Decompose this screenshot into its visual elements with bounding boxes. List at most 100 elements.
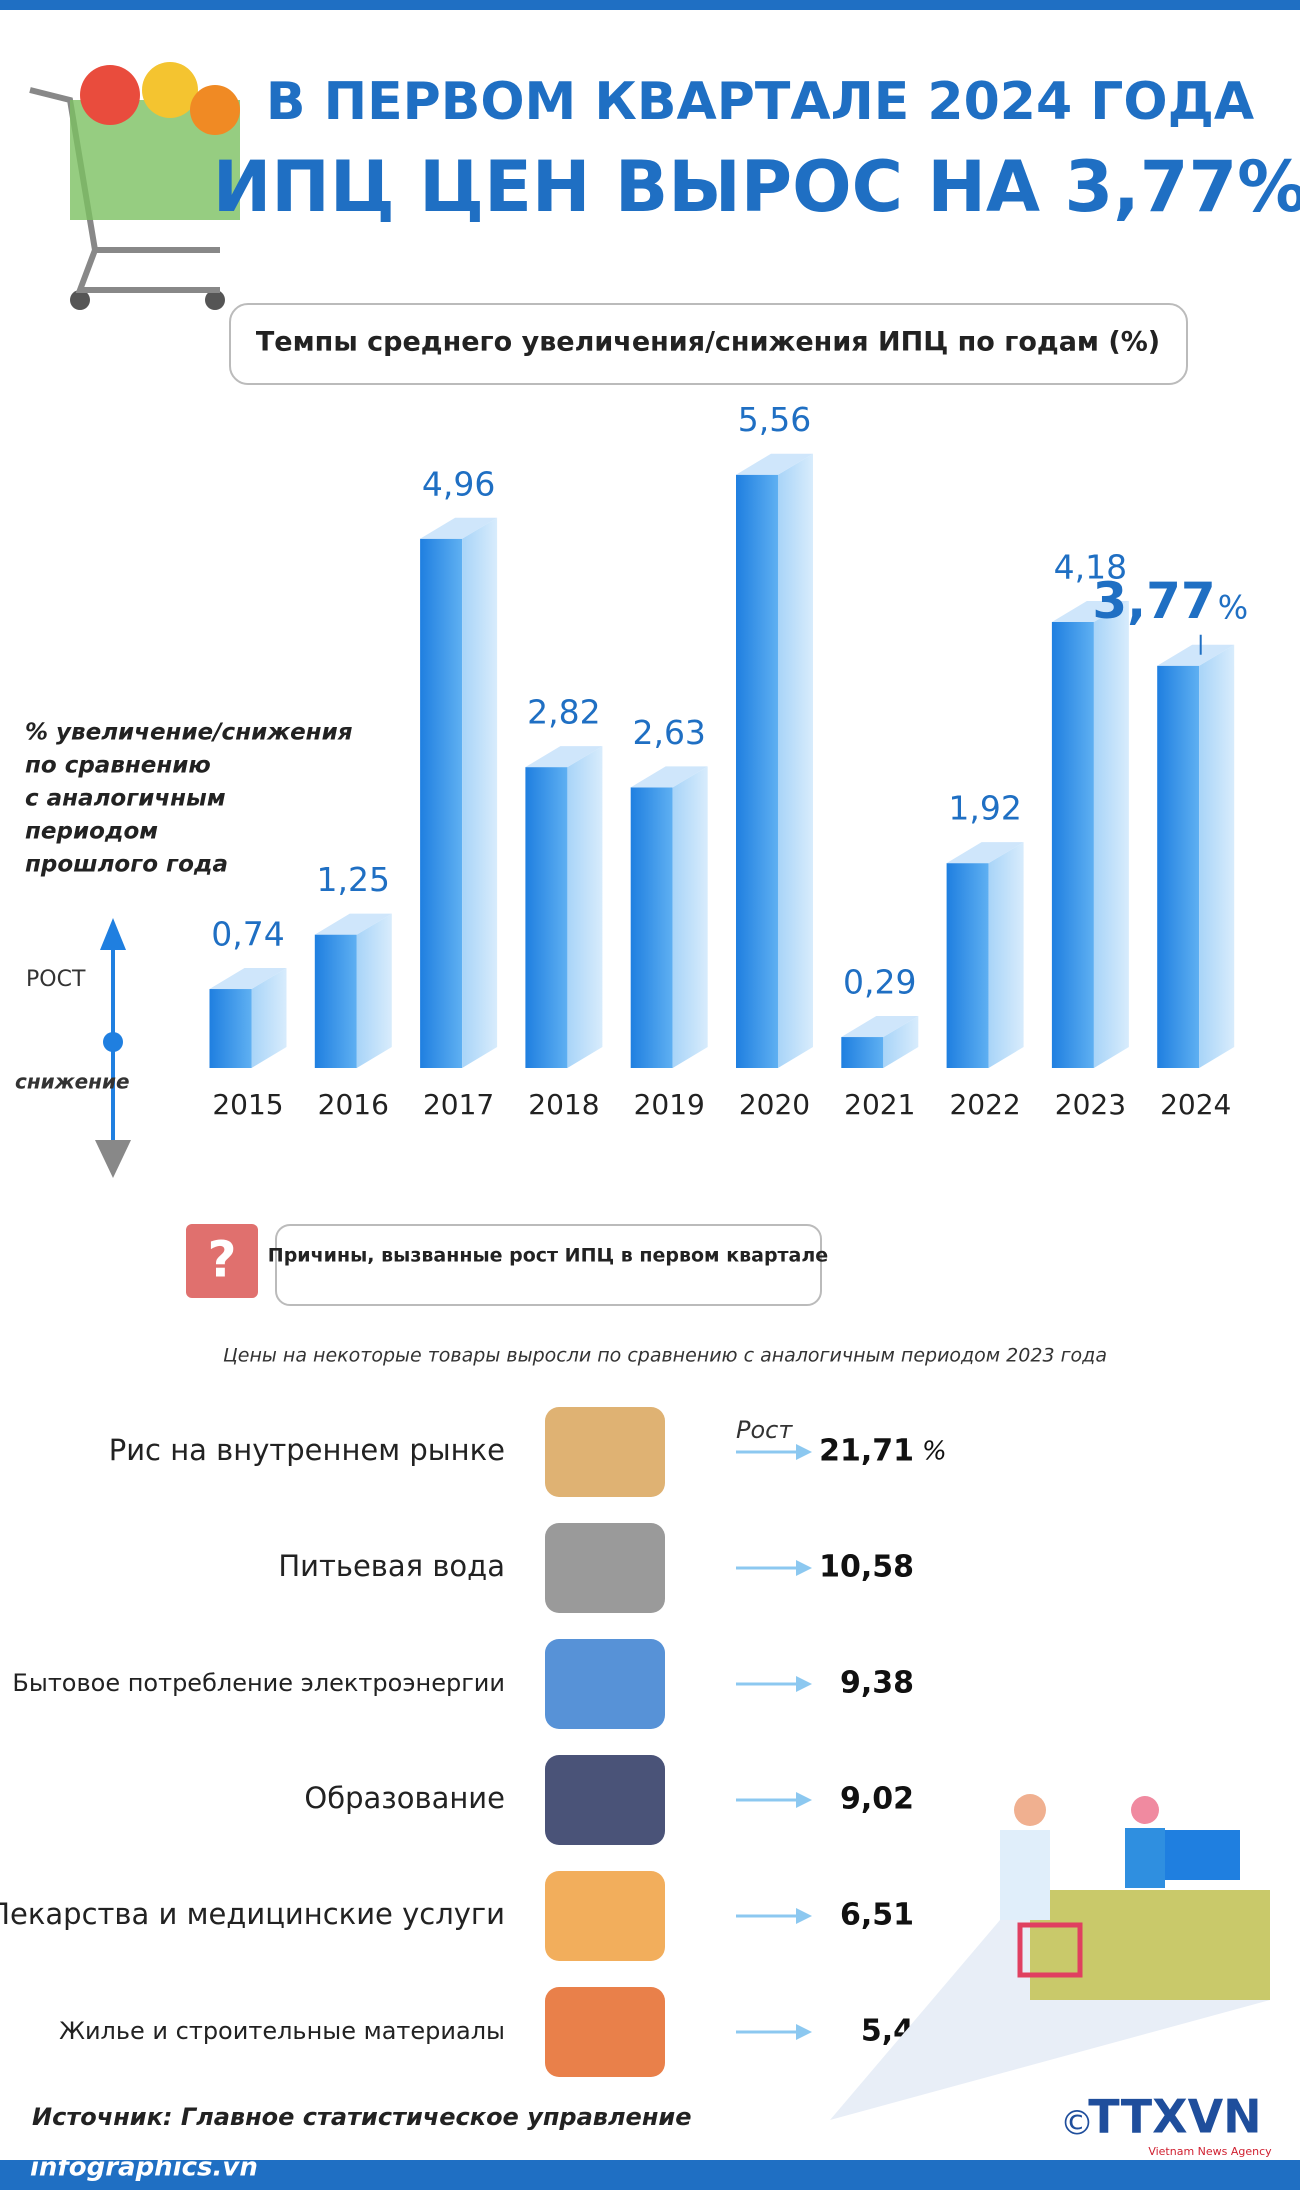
x-tick-label: 2024 — [1160, 1088, 1231, 1121]
bar-side — [567, 746, 603, 1068]
bar-side — [356, 913, 392, 1068]
row-value: 10,58 — [819, 1550, 914, 1585]
bar — [1157, 665, 1200, 1068]
bar-top — [630, 766, 708, 788]
bar-side — [251, 968, 287, 1068]
bar — [841, 1037, 884, 1068]
bar — [946, 863, 989, 1068]
bar — [525, 767, 568, 1068]
top-band — [0, 0, 1300, 10]
axis-note-line: с аналогичным — [25, 786, 226, 812]
reasons-note: Цены на некоторые товары выросли по срав… — [223, 1345, 1107, 1367]
title-line1: В ПЕРВОМ КВАРТАЛЕ 2024 ГОДА — [266, 72, 1254, 132]
bar — [736, 474, 778, 1068]
x-tick-label: 2016 — [318, 1088, 389, 1121]
row-value: 21,71 — [819, 1434, 914, 1469]
bar — [1051, 621, 1094, 1068]
bar — [630, 787, 673, 1068]
bar-top — [420, 517, 498, 539]
value-unit: % — [1218, 589, 1248, 627]
down-label: снижение — [15, 1070, 130, 1094]
axis-note-line: прошлого года — [25, 852, 228, 878]
row-value: 9,02 — [840, 1782, 914, 1817]
row-icon — [545, 1755, 665, 1845]
x-tick-label: 2020 — [739, 1088, 810, 1121]
shop-illustration — [830, 1794, 1270, 2120]
row-label: Лекарства и медицинские услуги — [0, 1897, 505, 1931]
value-label: 5,56 — [738, 400, 811, 439]
row-arrowhead — [796, 1676, 812, 1692]
bar-side — [1093, 600, 1129, 1068]
row-arrowhead — [796, 2024, 812, 2040]
subtitle-box — [229, 303, 1188, 385]
x-tick-label: 2018 — [528, 1088, 599, 1121]
agency: Vietnam News Agency — [1148, 2145, 1272, 2158]
bar-top — [525, 746, 603, 768]
bar-side — [462, 517, 498, 1068]
bar-side — [883, 1016, 919, 1068]
value-label: 0,29 — [843, 963, 916, 1002]
up-arrow — [100, 918, 126, 950]
value-label: 4,96 — [422, 464, 495, 503]
bar — [209, 989, 252, 1068]
row-value: 6,51 — [840, 1898, 914, 1933]
cart-icon — [29, 62, 240, 310]
x-tick-label: 2015 — [212, 1088, 283, 1121]
site: infographics.vn — [30, 2153, 258, 2183]
bar-top — [841, 1016, 919, 1038]
row-arrowhead — [796, 1444, 812, 1460]
down-arrow — [95, 1140, 131, 1178]
value-label: 2,63 — [632, 713, 705, 752]
bar-top — [946, 842, 1024, 864]
row-arrowhead — [796, 1560, 812, 1576]
x-tick-label: 2019 — [634, 1088, 705, 1121]
question-icon: ? — [186, 1224, 258, 1298]
axis-note-line: периодом — [25, 819, 158, 845]
row-arrowhead — [796, 1792, 812, 1808]
row-label: Жилье и строительные материалы — [59, 2017, 505, 2045]
row-icon — [545, 1871, 665, 1961]
row-label: Образование — [304, 1781, 505, 1815]
value-label: 2,82 — [527, 693, 600, 732]
value-label: 3,77 — [1092, 572, 1215, 630]
bar-top — [1051, 600, 1129, 622]
bar-side — [1199, 644, 1235, 1068]
row-icon — [545, 1523, 665, 1613]
row-icon — [545, 1639, 665, 1729]
row-label: Рис на внутреннем рынке — [109, 1433, 505, 1467]
bar — [420, 538, 463, 1068]
bar-side — [672, 766, 708, 1068]
axis-note-line: % увеличение/снижения — [25, 720, 353, 746]
bar-side — [988, 842, 1024, 1068]
chart-title: Темпы среднего увеличения/снижения ИПЦ п… — [256, 327, 1160, 358]
axis-note-line: по сравнению — [25, 753, 211, 779]
x-tick-label: 2022 — [949, 1088, 1020, 1121]
copyright: © — [1060, 2104, 1094, 2144]
row-arrowhead — [796, 1908, 812, 1924]
up-label: РОСТ — [26, 967, 86, 992]
reasons-box — [275, 1224, 822, 1306]
row-unit: % — [922, 1437, 947, 1467]
row-label: Бытовое потребление электроэнергии — [12, 1669, 505, 1697]
bar-top — [314, 913, 392, 935]
axis-note: % увеличение/снижения по сравнению с анало… — [25, 720, 353, 878]
value-label: 0,74 — [211, 915, 284, 954]
x-tick-label: 2017 — [423, 1088, 494, 1121]
reasons-title: Причины, вызванные рост ИПЦ в первом ква… — [268, 1245, 828, 1267]
bar-top — [736, 453, 813, 475]
footer-band — [0, 2160, 1300, 2190]
x-tick-label: 2021 — [844, 1088, 915, 1121]
value-label: 1,25 — [317, 860, 390, 899]
row-icon — [545, 1987, 665, 2077]
rows: Рис на внутреннем рынке 21,71 % Питьевая во… — [0, 1407, 947, 2077]
bar-top — [209, 968, 287, 990]
growth-label: Рост — [736, 1416, 793, 1444]
bar — [314, 934, 357, 1068]
row-icon — [545, 1407, 665, 1497]
logo: TTXVN — [1088, 2090, 1261, 2144]
bar-top — [1157, 644, 1235, 666]
bar-side — [778, 453, 813, 1068]
source: Источник: Главное статистическое управле… — [32, 2103, 692, 2131]
